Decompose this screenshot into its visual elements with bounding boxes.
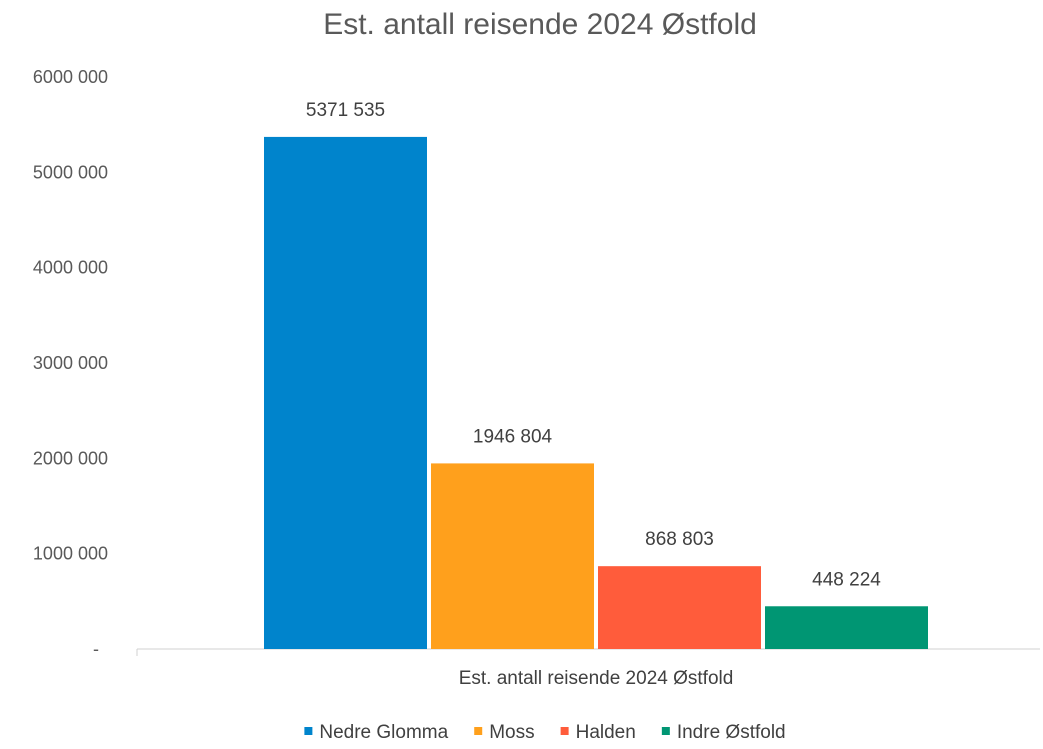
legend-label: Indre Østfold [677, 722, 786, 743]
legend: Nedre Glomma Moss Halden Indre Østfold [304, 722, 786, 743]
bar-nedre-glomma [264, 136, 427, 649]
x-category-label: Est. antall reisende 2024 Østfold [459, 668, 734, 689]
legend-swatch [661, 727, 670, 735]
data-label: 868 803 [645, 529, 714, 550]
data-label: 448 224 [812, 569, 881, 590]
bars [264, 136, 928, 649]
y-tick-label: 5000 000 [33, 162, 108, 182]
y-tick-label: 1000 000 [33, 544, 108, 564]
bar-indre-stfold [765, 606, 928, 649]
legend-label: Nedre Glomma [319, 722, 448, 743]
y-tick-label: 2000 000 [33, 448, 108, 468]
y-tick-label: 6000 000 [33, 67, 108, 87]
bar-moss [431, 463, 594, 649]
y-tick-label: 4000 000 [33, 258, 108, 278]
legend-swatch [474, 727, 483, 735]
legend-swatch [560, 727, 569, 735]
y-tick-label: - [93, 639, 99, 659]
legend-swatch [304, 727, 313, 735]
data-label: 5371 535 [306, 100, 385, 121]
legend-label: Moss [489, 722, 534, 743]
bar-halden [598, 566, 761, 649]
chart-title: Est. antall reisende 2024 Østfold [323, 8, 757, 41]
data-labels: 5371 535 1946 804 868 803 448 224 [306, 100, 881, 590]
y-tick-label: 3000 000 [33, 353, 108, 373]
legend-label: Halden [576, 722, 636, 743]
data-label: 1946 804 [473, 426, 553, 447]
y-axis: - 1000 000 2000 000 3000 000 4000 000 5000 00… [33, 67, 108, 659]
